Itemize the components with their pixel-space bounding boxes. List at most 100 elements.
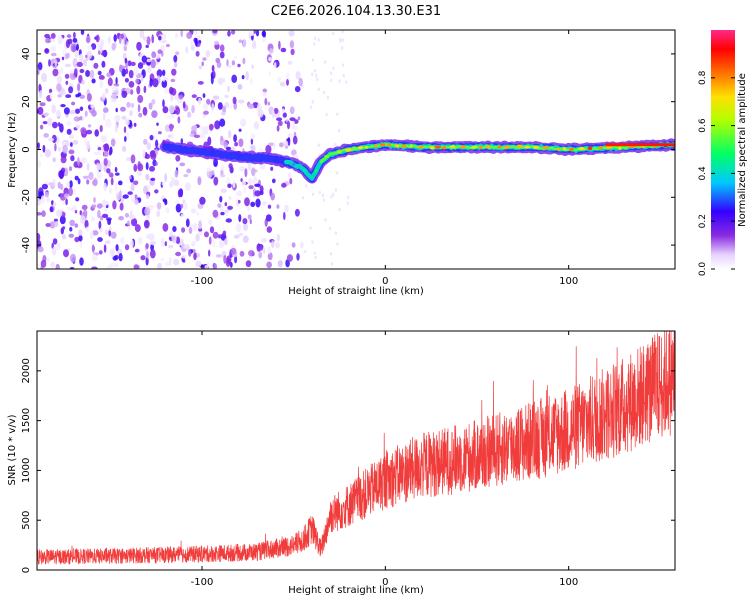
ridge-peak: [314, 169, 318, 173]
noise-mark: [157, 262, 162, 269]
noise-mark: [180, 213, 185, 217]
noise-mark: [155, 139, 159, 148]
noise-mark: [250, 138, 254, 145]
noise-mark: [101, 60, 106, 68]
noise-mark: [341, 30, 344, 34]
noise-mark: [264, 97, 268, 106]
noise-mark: [336, 242, 339, 246]
noise-mark: [211, 103, 215, 111]
noise-mark: [115, 244, 119, 252]
noise-mark: [97, 237, 103, 242]
noise-mark: [202, 125, 209, 135]
noise-mark: [108, 150, 112, 156]
noise-mark: [212, 209, 219, 218]
noise-mark: [219, 118, 226, 127]
noise-mark: [213, 176, 219, 186]
y-tick-label: 1000: [21, 458, 32, 483]
noise-mark: [234, 55, 237, 60]
noise-mark: [157, 49, 163, 54]
noise-mark: [104, 229, 109, 236]
noise-mark: [330, 78, 333, 83]
noise-mark: [96, 203, 103, 209]
noise-mark: [42, 144, 46, 153]
noise-mark: [227, 30, 231, 37]
noise-mark: [286, 254, 293, 262]
noise-mark: [164, 173, 168, 182]
noise-mark: [152, 78, 159, 88]
noise-mark: [99, 250, 103, 255]
noise-mark: [145, 162, 149, 171]
noise-mark: [89, 69, 95, 79]
noise-mark: [109, 226, 112, 232]
noise-mark: [66, 120, 72, 127]
noise-mark: [103, 158, 108, 166]
y-tick-label: -40: [21, 237, 32, 253]
noise-mark: [108, 36, 111, 45]
noise-mark: [73, 31, 76, 39]
noise-mark: [271, 178, 276, 184]
noise-mark: [225, 146, 232, 151]
ridge-peak: [532, 145, 540, 149]
noise-mark: [311, 58, 315, 62]
noise-mark: [238, 99, 245, 104]
noise-mark: [255, 30, 260, 37]
noise-mark: [193, 134, 201, 138]
noise-mark: [290, 48, 295, 56]
colorbar-tick-label: 0.2: [698, 214, 708, 228]
noise-mark: [175, 236, 181, 244]
noise-mark: [145, 194, 150, 199]
noise-mark: [232, 96, 237, 105]
noise-mark: [182, 244, 189, 249]
noise-mark: [51, 246, 57, 256]
colorbar-label: Normalized spectral amplitude: [737, 73, 748, 227]
ridge-peak: [401, 144, 407, 148]
noise-mark: [342, 73, 345, 78]
noise-mark: [210, 75, 214, 85]
noise-mark: [182, 202, 188, 211]
noise-mark: [48, 182, 55, 186]
noise-mark: [261, 238, 267, 243]
ridge-peak: [605, 145, 613, 149]
noise-mark: [103, 200, 110, 206]
noise-mark: [70, 207, 76, 211]
noise-mark: [238, 39, 243, 43]
noise-mark: [219, 44, 225, 52]
noise-mark: [119, 64, 123, 73]
noise-mark: [68, 187, 73, 197]
noise-mark: [145, 173, 150, 181]
noise-mark: [271, 109, 275, 119]
noise-mark: [123, 126, 127, 133]
x-tick-label: 100: [559, 577, 578, 588]
noise-mark: [71, 101, 76, 106]
noise-mark: [235, 223, 242, 233]
x-tick-label: -100: [191, 577, 214, 588]
noise-mark: [91, 110, 97, 117]
noise-mark: [314, 73, 318, 77]
noise-mark: [268, 57, 273, 62]
ridge-peak: [598, 145, 604, 150]
noise-mark: [164, 199, 168, 206]
noise-mark: [276, 117, 283, 121]
noise-mark: [120, 237, 125, 244]
noise-mark: [173, 55, 178, 63]
ridge-peak: [357, 146, 364, 150]
noise-mark: [294, 208, 300, 217]
noise-mark: [338, 79, 341, 83]
noise-mark: [162, 106, 169, 114]
noise-mark: [54, 143, 57, 152]
noise-mark: [145, 44, 149, 49]
noise-mark: [232, 179, 236, 189]
x-tick-label: 0: [382, 577, 388, 588]
noise-mark: [47, 137, 55, 142]
noise-mark: [237, 63, 241, 68]
noise-mark: [51, 104, 56, 114]
colorbar-gradient: [711, 30, 735, 269]
noise-mark: [289, 178, 293, 185]
noise-mark: [257, 109, 264, 118]
noise-mark: [103, 244, 107, 253]
noise-mark: [125, 68, 129, 75]
noise-mark: [199, 196, 206, 205]
noise-mark: [86, 93, 92, 102]
noise-mark: [267, 101, 271, 106]
